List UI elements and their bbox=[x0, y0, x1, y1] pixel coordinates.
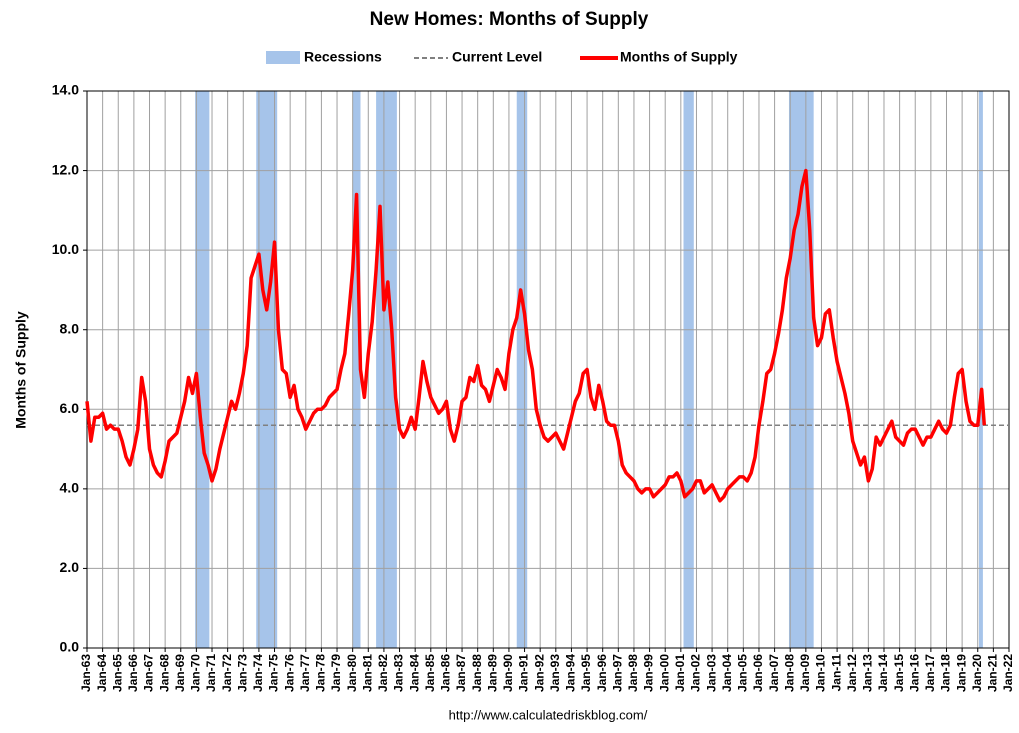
x-tick-label: Jan-81 bbox=[360, 654, 374, 692]
x-tick-label: Jan-08 bbox=[782, 654, 796, 692]
y-tick-label: 2.0 bbox=[60, 559, 80, 575]
x-tick-label: Jan-83 bbox=[392, 654, 406, 692]
x-tick-label: Jan-67 bbox=[142, 654, 156, 692]
y-tick-label: 0.0 bbox=[60, 639, 80, 655]
x-tick-label: Jan-13 bbox=[861, 654, 875, 692]
x-tick-label: Jan-70 bbox=[189, 654, 203, 692]
x-tick-label: Jan-82 bbox=[376, 654, 390, 692]
x-tick-label: Jan-75 bbox=[267, 654, 281, 692]
x-tick-label: Jan-69 bbox=[173, 654, 187, 692]
y-tick-label: 8.0 bbox=[60, 320, 80, 336]
x-tick-label: Jan-22 bbox=[1001, 654, 1015, 692]
x-tick-label: Jan-18 bbox=[939, 654, 953, 692]
x-tick-label: Jan-93 bbox=[548, 654, 562, 692]
x-tick-label: Jan-76 bbox=[282, 654, 296, 692]
x-tick-label: Jan-90 bbox=[501, 654, 515, 692]
x-tick-label: Jan-80 bbox=[345, 654, 359, 692]
x-tick-label: Jan-21 bbox=[986, 654, 1000, 692]
recession-band bbox=[788, 91, 814, 648]
x-tick-label: Jan-64 bbox=[95, 654, 109, 692]
x-tick-label: Jan-89 bbox=[485, 654, 499, 692]
x-tick-label: Jan-71 bbox=[204, 654, 218, 692]
y-tick-label: 6.0 bbox=[60, 400, 80, 416]
x-tick-label: Jan-97 bbox=[610, 654, 624, 692]
recession-band bbox=[516, 91, 528, 648]
x-tick-label: Jan-11 bbox=[829, 654, 843, 692]
x-tick-label: Jan-10 bbox=[814, 654, 828, 692]
x-tick-label: Jan-98 bbox=[626, 654, 640, 692]
data-line bbox=[85, 168, 987, 503]
x-tick-label: Jan-06 bbox=[751, 654, 765, 692]
x-tick-label: Jan-19 bbox=[954, 654, 968, 692]
x-tick-label: Jan-16 bbox=[907, 654, 921, 692]
y-axis-label: Months of Supply bbox=[13, 311, 29, 429]
x-tick-label: Jan-77 bbox=[298, 654, 312, 692]
y-tick-label: 14.0 bbox=[52, 82, 79, 98]
x-tick-label: Jan-68 bbox=[157, 654, 171, 692]
recession-band bbox=[683, 91, 694, 648]
recession-band bbox=[978, 91, 983, 648]
x-tick-label: Jan-86 bbox=[439, 654, 453, 692]
x-tick-label: Jan-04 bbox=[720, 654, 734, 692]
x-tick-label: Jan-66 bbox=[126, 654, 140, 692]
legend-label: Current Level bbox=[452, 49, 542, 65]
x-tick-label: Jan-02 bbox=[689, 654, 703, 692]
x-tick-label: Jan-92 bbox=[532, 654, 546, 692]
x-tick-label: Jan-09 bbox=[798, 654, 812, 692]
x-tick-label: Jan-07 bbox=[767, 654, 781, 692]
x-tick-label: Jan-91 bbox=[517, 654, 531, 692]
x-tick-label: Jan-73 bbox=[235, 654, 249, 692]
chart-title: New Homes: Months of Supply bbox=[370, 9, 649, 30]
x-tick-label: Jan-74 bbox=[251, 654, 265, 692]
x-tick-label: Jan-72 bbox=[220, 654, 234, 692]
x-tick-label: Jan-65 bbox=[110, 654, 124, 692]
x-tick-label: Jan-05 bbox=[736, 654, 750, 692]
x-tick-label: Jan-01 bbox=[673, 654, 687, 692]
x-tick-label: Jan-79 bbox=[329, 654, 343, 692]
plot-area bbox=[87, 91, 1009, 648]
legend-label: Recessions bbox=[304, 49, 382, 65]
x-tick-label: Jan-15 bbox=[892, 654, 906, 692]
x-tick-label: Jan-96 bbox=[595, 654, 609, 692]
x-tick-label: Jan-78 bbox=[314, 654, 328, 692]
y-tick-label: 10.0 bbox=[52, 241, 79, 257]
x-tick-label: Jan-17 bbox=[923, 654, 937, 692]
x-tick-label: Jan-12 bbox=[845, 654, 859, 692]
recession-band bbox=[352, 91, 361, 648]
source: http://www.calculatedriskblog.com/ bbox=[449, 707, 648, 722]
x-tick-label: Jan-95 bbox=[579, 654, 593, 692]
x-tick-label: Jan-03 bbox=[704, 654, 718, 692]
x-tick-label: Jan-85 bbox=[423, 654, 437, 692]
y-tick-label: 12.0 bbox=[52, 161, 79, 177]
recession-band bbox=[195, 91, 210, 648]
x-tick-label: Jan-87 bbox=[454, 654, 468, 692]
x-tick-label: Jan-88 bbox=[470, 654, 484, 692]
x-tick-label: Jan-94 bbox=[564, 654, 578, 692]
y-tick-label: 4.0 bbox=[60, 480, 80, 496]
plot-frame bbox=[86, 90, 1010, 649]
legend-label: Months of Supply bbox=[620, 49, 738, 65]
x-tick-label: Jan-63 bbox=[79, 654, 93, 692]
x-tick-label: Jan-00 bbox=[657, 654, 671, 692]
x-tick-label: Jan-20 bbox=[970, 654, 984, 692]
x-tick-label: Jan-99 bbox=[642, 654, 656, 692]
x-tick-label: Jan-14 bbox=[876, 654, 890, 692]
legend-swatch bbox=[266, 51, 300, 64]
recession-band bbox=[256, 91, 278, 648]
x-tick-label: Jan-84 bbox=[407, 654, 421, 692]
